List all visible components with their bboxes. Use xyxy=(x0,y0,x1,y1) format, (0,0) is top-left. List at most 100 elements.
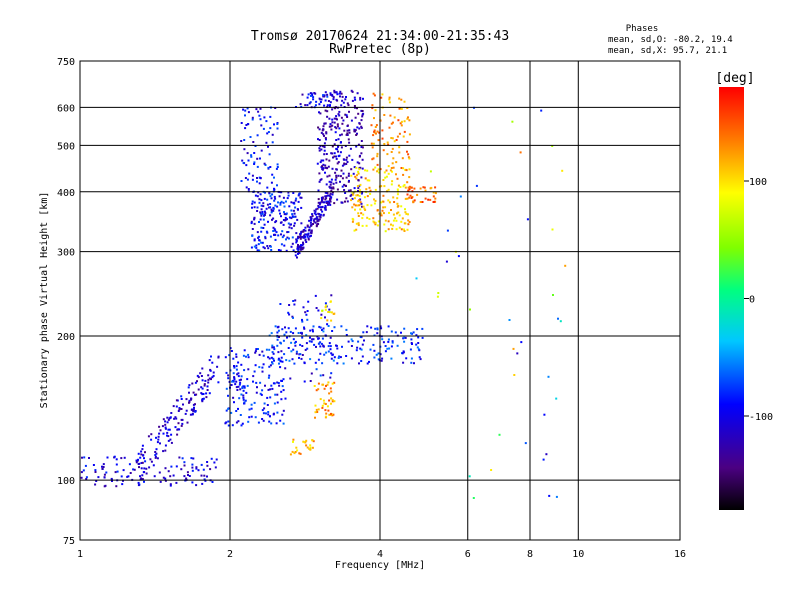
data-point xyxy=(314,411,317,414)
data-point xyxy=(361,224,364,227)
data-point xyxy=(361,205,363,208)
data-point xyxy=(154,455,157,458)
data-point xyxy=(379,325,382,328)
data-point xyxy=(271,173,274,176)
data-point xyxy=(316,162,319,165)
data-point xyxy=(320,317,323,320)
data-point xyxy=(315,345,317,348)
data-point xyxy=(277,249,280,251)
data-point xyxy=(242,162,245,164)
data-point xyxy=(319,345,322,348)
data-point xyxy=(375,353,378,356)
data-point xyxy=(278,384,281,387)
data-point xyxy=(259,177,262,179)
data-point xyxy=(263,214,266,216)
data-point xyxy=(155,436,157,439)
data-point xyxy=(329,101,332,104)
data-point xyxy=(312,98,315,101)
data-point xyxy=(265,207,268,210)
data-point xyxy=(336,99,339,102)
data-point xyxy=(366,204,369,207)
cluster-low-e-trace xyxy=(80,455,218,488)
data-point xyxy=(326,323,329,326)
data-point xyxy=(359,96,362,99)
data-point xyxy=(387,220,390,223)
data-point xyxy=(230,411,233,414)
data-point xyxy=(335,344,337,347)
data-point xyxy=(273,195,276,198)
data-point xyxy=(263,247,266,250)
data-point xyxy=(331,399,334,402)
data-point xyxy=(326,105,329,108)
data-point xyxy=(342,119,345,122)
data-point xyxy=(243,401,246,404)
data-point xyxy=(347,340,350,343)
data-point xyxy=(178,407,181,409)
data-point xyxy=(364,177,367,180)
y-tick-label: 300 xyxy=(57,248,75,259)
data-point xyxy=(416,328,419,331)
data-point xyxy=(145,467,148,470)
data-point xyxy=(207,378,210,381)
data-point xyxy=(240,393,243,396)
data-point xyxy=(366,325,369,328)
data-point xyxy=(279,303,282,305)
data-point xyxy=(358,194,361,197)
data-point xyxy=(366,169,369,172)
x-axis-label: Frequency [MHz] xyxy=(335,560,425,571)
data-point xyxy=(377,139,380,142)
data-point xyxy=(392,196,395,199)
data-point xyxy=(335,127,338,130)
data-point xyxy=(322,399,325,402)
data-point xyxy=(336,148,339,151)
data-point xyxy=(324,316,326,319)
data-point xyxy=(264,164,267,166)
data-point xyxy=(390,122,393,125)
data-point xyxy=(422,186,425,189)
data-point xyxy=(373,198,375,201)
data-point xyxy=(398,214,401,217)
data-point xyxy=(258,239,261,242)
data-point xyxy=(395,228,398,231)
data-point xyxy=(285,331,288,334)
data-point xyxy=(162,476,165,479)
data-point xyxy=(180,424,183,427)
data-point xyxy=(331,152,334,155)
data-point xyxy=(319,101,322,103)
data-point xyxy=(164,426,167,429)
data-point xyxy=(235,380,238,383)
data-point xyxy=(170,412,173,414)
data-point xyxy=(323,153,326,156)
data-point xyxy=(285,200,287,203)
data-point xyxy=(276,184,278,187)
data-point xyxy=(322,201,325,204)
data-point xyxy=(300,357,303,360)
data-point xyxy=(273,188,276,191)
data-point xyxy=(243,349,246,352)
data-point xyxy=(328,202,331,205)
data-point xyxy=(299,248,302,251)
data-point xyxy=(168,428,171,431)
data-point xyxy=(312,338,315,341)
data-point xyxy=(235,386,238,389)
data-point xyxy=(260,124,263,127)
data-point xyxy=(344,184,347,187)
data-point xyxy=(329,203,332,206)
data-point xyxy=(257,348,259,350)
data-point xyxy=(330,294,333,297)
data-point xyxy=(339,356,342,359)
data-point xyxy=(313,343,316,346)
data-point xyxy=(335,115,338,118)
data-point xyxy=(326,405,329,408)
data-point xyxy=(330,402,332,405)
data-point xyxy=(338,92,341,95)
data-point xyxy=(342,101,345,104)
data-point xyxy=(369,189,372,192)
data-point xyxy=(404,197,407,200)
data-point xyxy=(354,204,357,207)
data-point xyxy=(265,230,268,233)
data-point xyxy=(286,236,289,239)
data-point xyxy=(382,212,385,215)
